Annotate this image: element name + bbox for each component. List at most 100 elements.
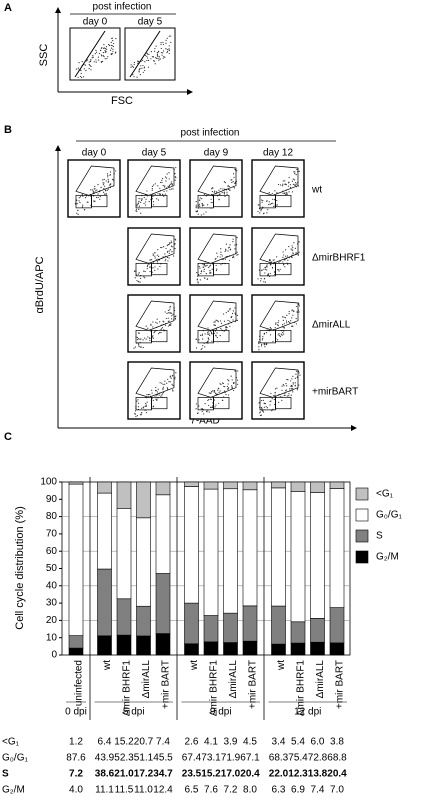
flow-dot [282,192,284,194]
flow-dot [103,44,105,46]
panel-label: C [4,431,12,443]
flow-dot [109,171,112,173]
flow-dot [196,271,198,274]
flow-dot [140,212,142,214]
flow-dot [298,303,300,306]
flow-dot [152,337,154,339]
flow-plot [251,294,305,353]
flow-dot [290,320,292,322]
flow-dot [166,388,169,390]
flow-dot [218,391,220,393]
flow-dot [78,200,80,202]
flow-dot [206,264,208,266]
flow-dot [210,392,212,394]
flow-dot [140,198,142,200]
flow-dot [236,170,238,172]
flow-dot [215,319,217,322]
flow-dot [259,411,261,413]
flow-dot [111,53,114,55]
flow-dot [284,183,286,186]
day-label: day 0 [82,148,107,159]
flow-dot [283,316,285,318]
flow-dot [284,317,287,319]
table-value: 71.9 [221,753,241,764]
flow-dot [224,258,226,260]
table-value: 4.1 [204,737,218,748]
flow-dot [160,395,162,397]
flow-dot [143,270,145,272]
flow-dot [294,182,297,184]
flow-dot [156,54,159,56]
flow-dot [195,206,197,208]
flow-dot [224,195,226,198]
flow-dot [105,180,107,182]
flow-dot [216,252,218,254]
flow-dot [102,184,105,186]
flow-dot [284,255,287,257]
flow-dot [144,69,146,72]
flow-dot [151,189,153,191]
y-tick-label: 100 [40,477,57,488]
gate [129,30,161,78]
flow-dot [168,257,170,259]
flow-dot [82,195,84,197]
flow-dot [157,193,159,195]
flow-dot [155,45,157,47]
flow-dot [260,414,263,416]
flow-dot [289,322,291,324]
table-value: 3.4 [272,737,286,748]
flow-dot [147,66,150,68]
flow-dot [270,328,272,330]
flow-dot [263,333,265,335]
gate [151,262,168,276]
flow-dot [265,266,267,269]
flow-dot [234,244,236,246]
bar-segment [184,643,199,656]
flow-dot [110,44,112,46]
bar-segment [136,481,151,519]
flow-dot [231,385,233,387]
flow-dot [169,311,171,314]
flow-dot [228,186,230,188]
flow-dot [144,277,146,279]
flow-dot [237,370,239,372]
flow-dot [226,327,228,329]
x-tick-label: +mir BART [161,660,172,709]
flow-dot [207,204,209,206]
flow-dot [174,317,176,319]
flow-dot [94,53,96,55]
flow-dot [200,272,202,275]
flow-dot [152,406,154,408]
flow-dot [160,43,162,45]
x-tick-label: Δmir BHRF1 [296,660,307,717]
flow-dot [269,327,271,329]
table-value: 73.1 [201,753,221,764]
flow-dot [230,375,232,377]
flow-dot [221,255,223,257]
flow-dot [174,376,176,378]
flow-dot [226,193,228,195]
flow-dot [103,178,105,180]
flow-dot [78,62,80,64]
flow-dot [155,56,157,59]
flow-dot [273,205,275,207]
flow-dot [154,257,156,259]
flow-dot [277,325,279,327]
flow-dot [168,381,170,383]
flow-dot [233,256,235,258]
flow-dot [170,181,173,183]
flow-dot [209,271,211,273]
table-value: 7.6 [204,785,218,796]
flow-dot [215,191,218,193]
flow-dot [232,181,234,183]
flow-dot [214,190,216,192]
bar-segment [242,640,258,656]
flow-dot [166,49,169,51]
flow-dot [162,388,164,390]
flow-dot [161,393,164,395]
flow-dot [196,210,198,213]
flow-dot [259,412,261,414]
flow-dot [157,55,159,57]
flow-dot [175,176,177,179]
flow-dot [88,63,90,66]
